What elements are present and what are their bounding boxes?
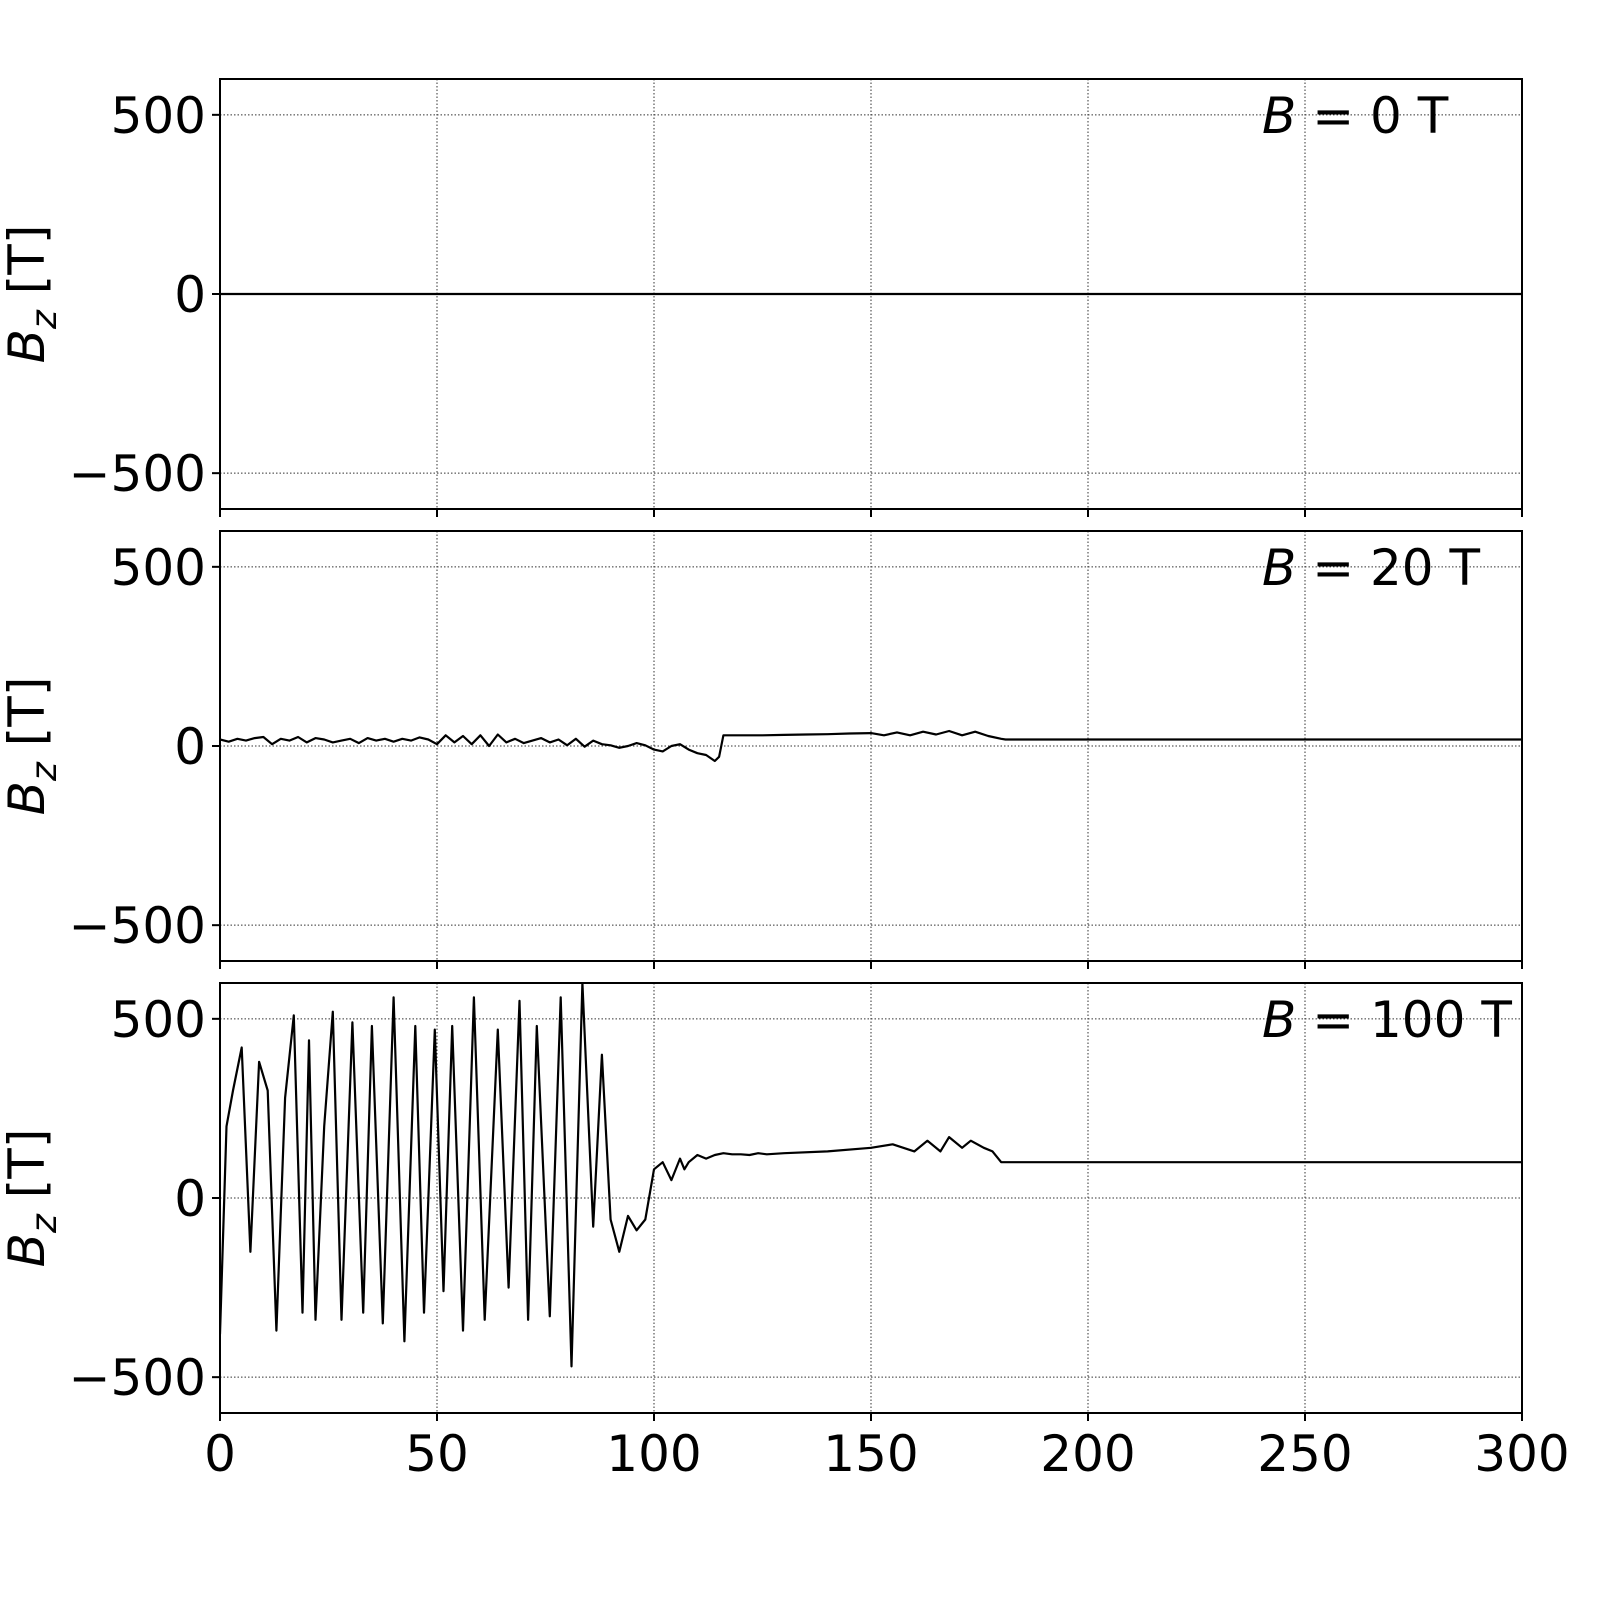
panel-annotation: B = 0 T: [1262, 87, 1449, 145]
y-tick-label: 500: [111, 539, 206, 597]
annotation-var: B: [1262, 991, 1296, 1049]
x-tick-label: 100: [606, 1425, 701, 1483]
y-axis-label-unit: [T]: [0, 225, 56, 310]
x-tick-label: 200: [1040, 1425, 1135, 1483]
y-axis-label-unit: [T]: [0, 1129, 56, 1214]
y-axis-label-sub: z: [24, 309, 65, 330]
y-axis-label: Bz [T]: [0, 225, 65, 364]
y-axis-label-sub: z: [24, 1213, 65, 1234]
y-axis-label-var: B: [0, 1233, 56, 1267]
y-axis-label-sub: z: [24, 761, 65, 782]
annotation-var: B: [1262, 87, 1296, 145]
panel-annotation: B = 100 T: [1262, 991, 1512, 1049]
annotation-eq: =: [1296, 991, 1370, 1049]
y-tick-label: −500: [69, 897, 206, 955]
x-tick-label: 300: [1474, 1425, 1569, 1483]
y-tick-label: −500: [69, 1349, 206, 1407]
y-tick-label: 0: [174, 266, 206, 324]
y-tick-label: 500: [111, 87, 206, 145]
series-line: [220, 983, 1522, 1368]
annotation-var: B: [1262, 539, 1296, 597]
series-line: [220, 729, 1522, 763]
y-axis-label-unit: [T]: [0, 677, 56, 762]
x-tick-label: 150: [823, 1425, 918, 1483]
annotation-value: 100 T: [1370, 991, 1512, 1049]
x-tick-label: 50: [405, 1425, 469, 1483]
panel-annotation: B = 20 T: [1262, 539, 1481, 597]
annotation-eq: =: [1296, 539, 1370, 597]
y-tick-label: 500: [111, 991, 206, 1049]
y-axis-label-var: B: [0, 781, 56, 815]
y-axis-label: Bz [T]: [0, 677, 65, 816]
y-axis-label: Bz [T]: [0, 1129, 65, 1268]
y-tick-label: 0: [174, 718, 206, 776]
y-tick-label: −500: [69, 445, 206, 503]
y-tick-label: 0: [174, 1170, 206, 1228]
annotation-eq: =: [1296, 87, 1370, 145]
annotation-value: 20 T: [1370, 539, 1481, 597]
y-axis-label-var: B: [0, 329, 56, 363]
x-tick-label: 250: [1257, 1425, 1352, 1483]
annotation-value: 0 T: [1370, 87, 1449, 145]
x-tick-label: 0: [204, 1425, 236, 1483]
